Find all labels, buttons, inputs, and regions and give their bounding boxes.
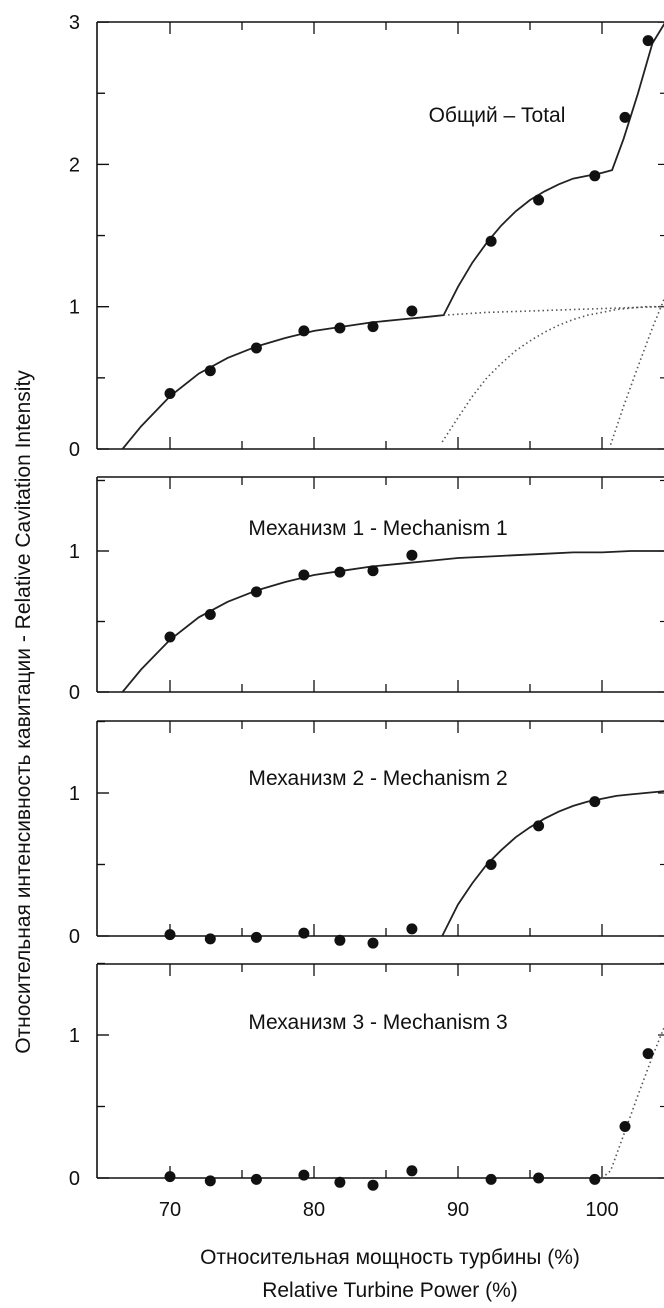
dotted-curve-1 <box>601 1025 664 1179</box>
data-point <box>367 321 379 333</box>
data-point <box>250 586 262 598</box>
data-point <box>334 1176 346 1188</box>
data-point <box>485 235 497 247</box>
data-points <box>164 1048 654 1191</box>
y-tick-label: 0 <box>69 926 80 948</box>
data-point <box>642 1048 654 1060</box>
data-point <box>533 820 545 832</box>
data-point <box>619 1121 631 1132</box>
y-tick-label: 0 <box>69 1168 80 1190</box>
data-points <box>164 796 601 949</box>
data-point <box>367 937 379 949</box>
data-point <box>204 933 216 945</box>
data-point <box>164 631 176 643</box>
y-tick-label: 0 <box>69 439 80 461</box>
data-point <box>642 35 654 47</box>
data-points <box>164 549 418 643</box>
panel-2: 0 1 Механизм 1 - Mechanism 1 <box>69 476 664 704</box>
curve-group <box>441 790 664 937</box>
data-point <box>406 923 418 935</box>
data-point <box>533 194 545 206</box>
panel-label: Механизм 3 - Mechanism 3 <box>248 1011 507 1034</box>
y-tick-label: 0 <box>69 682 80 704</box>
y-tick-label: 1 <box>69 1025 80 1047</box>
data-point <box>533 1172 545 1184</box>
data-point <box>485 859 497 870</box>
panel-label: Механизм 2 - Mechanism 2 <box>248 767 507 790</box>
data-point <box>367 1179 379 1191</box>
panel-label: Общий – Total <box>429 104 566 127</box>
data-point <box>406 305 418 317</box>
dotted-curve-3 <box>441 305 664 443</box>
data-point <box>334 322 346 334</box>
data-point <box>406 549 418 561</box>
data-point <box>204 1175 216 1187</box>
dotted-curve-2 <box>443 305 664 316</box>
x-tick-label: 80 <box>303 1199 325 1221</box>
x-tick-label: 90 <box>447 1199 469 1221</box>
x-tick-label: 70 <box>159 1199 181 1221</box>
data-point <box>298 569 310 581</box>
panel-4: 0 1 70 80 90 100 Механизм 3 - Mechanism 3 <box>69 962 664 1221</box>
data-point <box>250 1173 262 1185</box>
data-points <box>164 35 654 399</box>
data-point <box>406 1165 418 1177</box>
fitted-curve-1 <box>441 790 664 937</box>
dotted-curve-4 <box>609 297 664 445</box>
curve-group <box>121 22 664 450</box>
y-tick-label: 3 <box>69 12 80 34</box>
data-point <box>589 170 601 182</box>
chart-panels: 0 1 2 3 Общий – Total 0 1 Механизм 1 - Mechanis… <box>69 12 664 1221</box>
curve-group <box>121 550 664 693</box>
data-point <box>204 365 216 377</box>
y-tick-label: 1 <box>69 297 80 319</box>
x-axis-title-ru: Относительная мощность турбины (%) <box>200 1246 580 1269</box>
y-tick-label: 1 <box>69 783 80 805</box>
data-point <box>485 1173 497 1185</box>
data-point <box>619 111 631 123</box>
data-point <box>589 796 601 808</box>
panel-label: Механизм 1 - Mechanism 1 <box>248 517 507 540</box>
data-point <box>298 927 310 939</box>
data-point <box>250 342 262 354</box>
data-point <box>298 1169 310 1181</box>
y-axis-title: Относительная интенсивность кавитации - … <box>12 370 35 1054</box>
data-point <box>204 609 216 620</box>
x-axis-title-en: Relative Turbine Power (%) <box>262 1279 518 1302</box>
data-point <box>367 565 379 577</box>
fitted-curve-1 <box>121 22 664 450</box>
y-tick-label: 1 <box>69 541 80 563</box>
panel-3: 0 1 Механизм 2 - Mechanism 2 <box>69 720 664 949</box>
data-point <box>298 325 310 337</box>
data-point <box>334 934 346 946</box>
data-point <box>164 929 176 941</box>
y-tick-label: 2 <box>69 154 80 176</box>
data-point <box>164 1171 176 1183</box>
panel-1: 0 1 2 3 Общий – Total <box>69 12 664 461</box>
x-tick-label: 100 <box>585 1199 618 1221</box>
data-point <box>250 931 262 943</box>
data-point <box>334 566 346 578</box>
data-point <box>589 1173 601 1185</box>
fitted-curve-1 <box>121 550 664 693</box>
curve-group <box>601 1025 664 1179</box>
data-point <box>164 388 176 399</box>
